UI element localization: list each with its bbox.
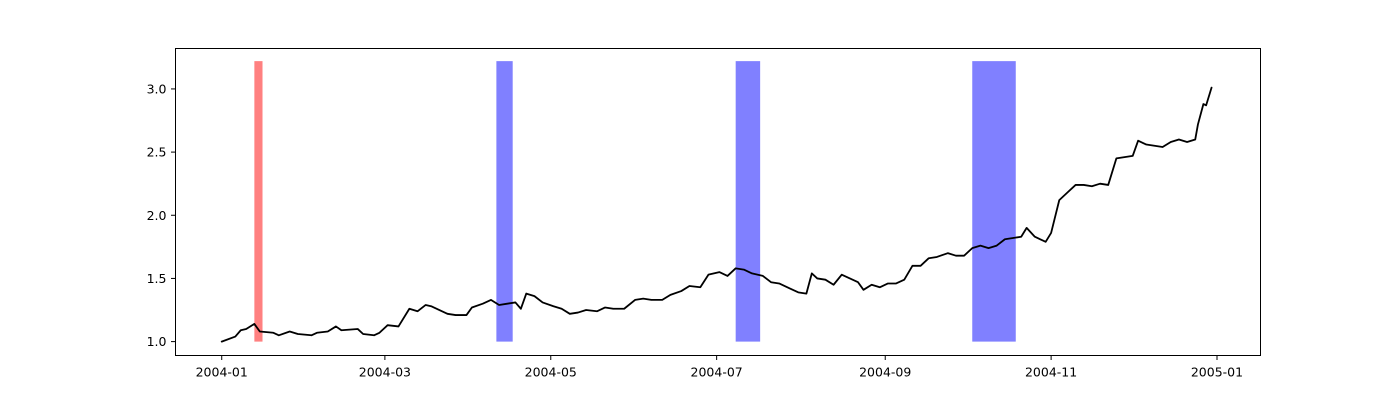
x-tick-label: 2004-03	[359, 365, 411, 380]
highlight-band-3	[735, 61, 761, 342]
x-axis: 2004-01 2004-03 2004-05 2004-07 2004-09 2004-…	[196, 355, 1243, 380]
y-axis: 1.0 1.5 2.0 2.5 3.0	[147, 81, 176, 349]
y-tick-label: 2.5	[147, 145, 167, 160]
y-tick-label: 2.0	[147, 208, 167, 223]
highlight-band-1	[254, 61, 263, 342]
x-tick-label: 2004-05	[525, 365, 577, 380]
x-tick-label: 2004-11	[1025, 365, 1077, 380]
plot-frame	[175, 48, 1261, 356]
highlight-band-2	[496, 61, 513, 342]
y-tick-label: 3.0	[147, 81, 167, 96]
highlight-bands	[254, 61, 1016, 342]
series-lines	[220, 86, 1213, 343]
x-tick-label: 2005-01	[1191, 365, 1243, 380]
y-tick-label: 1.5	[147, 271, 167, 286]
x-tick-label: 2004-07	[691, 365, 743, 380]
x-tick-label: 2004-09	[859, 365, 911, 380]
series-line-1	[220, 86, 1213, 343]
y-tick-label: 1.0	[147, 334, 167, 349]
highlight-band-4	[972, 61, 1016, 342]
x-tick-label: 2004-01	[196, 365, 248, 380]
